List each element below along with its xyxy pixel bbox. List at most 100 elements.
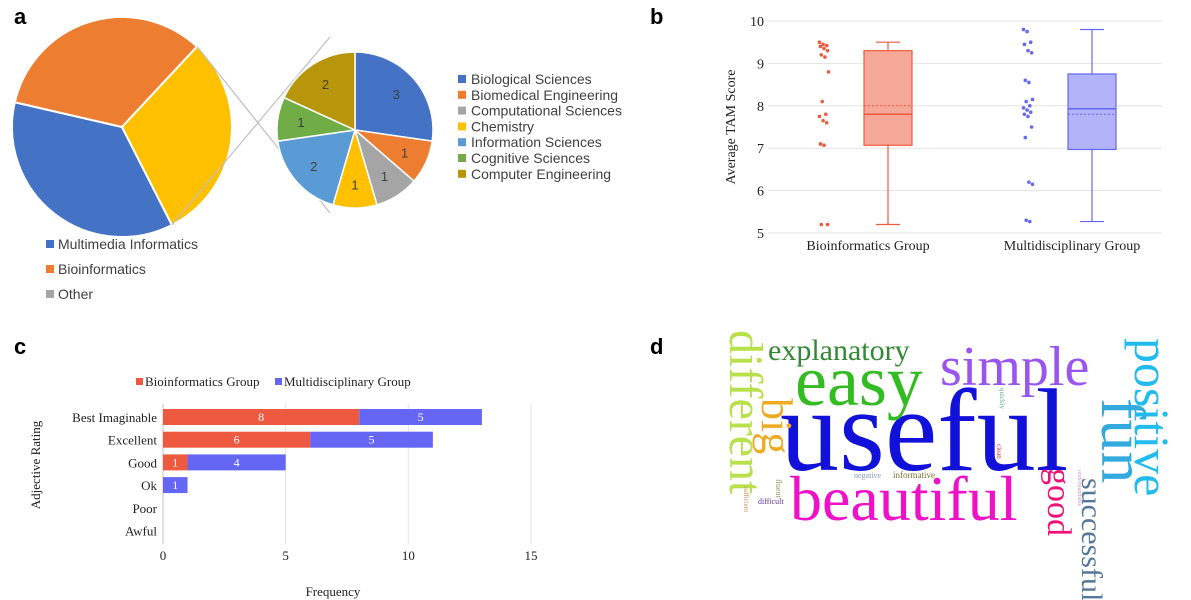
wordcloud-word: difficult (758, 497, 784, 506)
data-point (821, 42, 825, 47)
wordcloud-word: beautiful (790, 463, 1017, 534)
bar-segment (163, 409, 360, 425)
bar-data-label: 1 (172, 455, 178, 469)
data-point (1023, 135, 1028, 140)
data-point (1029, 125, 1034, 129)
bar-data-label: 1 (172, 478, 178, 492)
box (1067, 73, 1117, 151)
x-category-label: Bioinformatics Group (806, 239, 929, 254)
legend-label: Biological Sciences (471, 71, 592, 87)
bar-data-label: 5 (418, 410, 424, 424)
data-point (821, 118, 825, 123)
wordcloud-word: simple (940, 336, 1089, 398)
wordcloud-word: fluent (774, 479, 783, 498)
wordcloud-word: positive (1124, 338, 1180, 496)
legend-swatch (458, 122, 466, 131)
wordcloud-word: big (752, 398, 801, 454)
wordcloud-word: useful (780, 365, 1068, 496)
sub-pie-slice (276, 129, 357, 206)
wordcloud-word: easy (795, 341, 923, 421)
bar-segment (359, 409, 482, 425)
x-tick-label: 10 (402, 548, 415, 563)
data-point (820, 99, 824, 104)
legend-label: Bioinformatics (58, 261, 146, 277)
pie-slice (13, 16, 199, 129)
bar-segment (163, 454, 188, 471)
sub-pie-data-label: 1 (297, 115, 304, 130)
legend-label: Chemistry (471, 118, 534, 134)
wordcloud-word: negative (854, 471, 882, 480)
legend-swatch (458, 169, 466, 178)
data-point (824, 43, 829, 48)
data-point (822, 46, 826, 51)
wordcloud-word: informative (893, 470, 935, 480)
wordcloud-word: successful (1075, 478, 1108, 600)
panel-label-c: c (14, 334, 27, 359)
y-tick-label: 10 (750, 15, 764, 30)
legend-swatch (46, 290, 54, 298)
legend-swatch (458, 154, 466, 162)
legend-swatch (458, 90, 466, 99)
wordcloud-word: different (719, 330, 772, 495)
legend-swatch (458, 106, 466, 115)
legend-label: Information Sciences (471, 134, 602, 150)
pie-slice (11, 101, 174, 238)
panel-label-d: d (650, 334, 664, 359)
wordcloud-word: quickly (998, 388, 1006, 409)
box (863, 50, 913, 146)
data-point (1025, 108, 1029, 112)
sub-pie-slice (283, 51, 356, 132)
legend-swatch (458, 138, 466, 147)
y-category-label: Excellent (108, 433, 157, 448)
sub-pie-data-label: 3 (393, 87, 400, 102)
bar-data-label: 6 (234, 433, 240, 447)
x-tick-label: 15 (525, 548, 538, 563)
data-point (826, 70, 831, 74)
sub-pie-data-label: 2 (322, 77, 329, 92)
sub-pie-data-label: 2 (310, 159, 317, 174)
legend-swatch (46, 240, 54, 248)
data-point (817, 114, 822, 119)
data-point (1026, 48, 1030, 53)
x-tick-label: 0 (160, 548, 167, 563)
sub-pie-slice (354, 51, 434, 142)
y-category-label: Best Imaginable (72, 410, 157, 425)
bar-segment (163, 431, 311, 448)
data-point (1028, 219, 1032, 224)
data-point (819, 53, 824, 57)
y-tick-label: 9 (757, 57, 764, 72)
data-point (1021, 106, 1026, 110)
data-point (1023, 78, 1028, 83)
legend-label: Computer Engineering (471, 166, 611, 182)
y-category-label: Ok (141, 478, 157, 493)
x-tick-label: 5 (282, 548, 289, 563)
data-point (1030, 97, 1035, 102)
wordcloud-word: good (1040, 468, 1077, 536)
data-point (1028, 40, 1033, 44)
data-point (1027, 80, 1031, 85)
data-point (819, 222, 824, 227)
panel-label-b: b (650, 4, 664, 29)
data-point (825, 222, 830, 227)
y-tick-label: 5 (757, 227, 764, 242)
data-point (818, 44, 823, 49)
y-tick-label: 7 (757, 142, 764, 157)
bar-segment (310, 431, 433, 448)
wordcloud-word: sufficient (742, 486, 750, 512)
data-point (1027, 180, 1031, 184)
data-point (1025, 29, 1029, 34)
sub-pie-data-label: 1 (351, 178, 358, 193)
bar-data-label: 4 (234, 455, 240, 469)
data-point (1024, 99, 1028, 104)
legend-label: Biomedical Engineering (471, 87, 618, 103)
legend-label: Computational Sciences (471, 103, 622, 119)
legend-swatch (46, 265, 54, 273)
data-point (1028, 104, 1032, 108)
panel-label-a: a (14, 4, 27, 29)
legend-swatch (458, 75, 466, 83)
x-category-label: Multidisciplinary Group (1004, 239, 1141, 254)
data-point (825, 48, 830, 53)
sub-pie-data-label: 1 (381, 169, 388, 184)
legend-label: Multidisciplinary Group (284, 374, 411, 389)
